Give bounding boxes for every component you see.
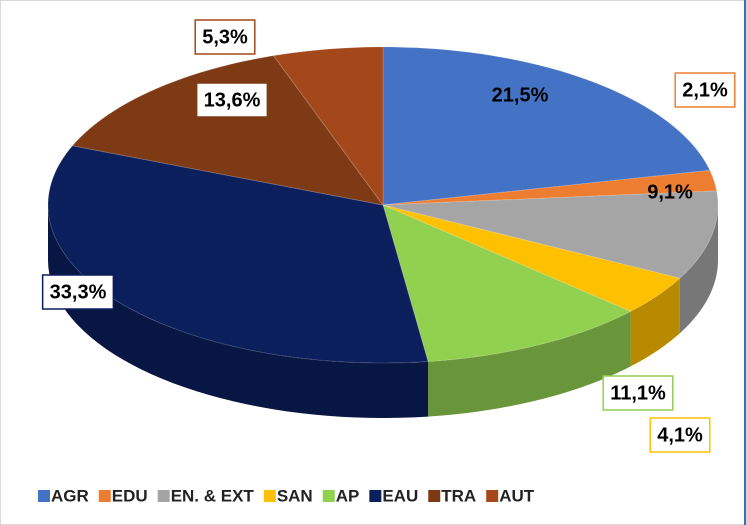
label-box bbox=[195, 82, 269, 118]
slice bbox=[47, 145, 429, 364]
slice-side bbox=[428, 311, 631, 417]
slice-side bbox=[48, 205, 429, 418]
data-label: 9,1% bbox=[647, 181, 693, 203]
data-label-text: 11,1% bbox=[610, 382, 666, 404]
data-label: 5,3% bbox=[194, 19, 256, 55]
legend-label: SAN bbox=[277, 486, 313, 505]
slice bbox=[382, 204, 632, 363]
label-box bbox=[602, 375, 674, 411]
legend-swatch bbox=[322, 490, 335, 502]
data-label: 11,1% bbox=[602, 375, 674, 411]
label-box bbox=[41, 274, 115, 310]
legend-swatch bbox=[263, 490, 276, 502]
data-label-text: 21,5% bbox=[492, 84, 549, 106]
legend-label: AUT bbox=[499, 486, 535, 505]
data-label-text: 33,3% bbox=[50, 281, 107, 303]
slice-side bbox=[630, 278, 680, 367]
legend-swatch bbox=[369, 490, 382, 502]
legend-label: EDU bbox=[112, 486, 148, 505]
data-label-text: 4,1% bbox=[657, 424, 703, 446]
legend-swatch bbox=[157, 490, 170, 502]
pie-sides bbox=[48, 205, 718, 418]
legend-label: EAU bbox=[382, 486, 418, 505]
legend-label: AP bbox=[336, 486, 360, 505]
slice bbox=[382, 169, 718, 206]
slice bbox=[272, 46, 384, 207]
label-box bbox=[194, 19, 256, 55]
data-label: 2,1% bbox=[674, 72, 736, 108]
data-label-text: 13,6% bbox=[204, 89, 261, 111]
data-label-text: 2,1% bbox=[682, 79, 728, 101]
label-box bbox=[649, 417, 711, 453]
data-label-text: 5,3% bbox=[202, 26, 248, 48]
legend-swatch bbox=[98, 490, 111, 502]
data-label: 21,5% bbox=[492, 84, 549, 106]
slice bbox=[382, 46, 711, 206]
data-label: 4,1% bbox=[649, 417, 711, 453]
legend-swatch bbox=[38, 490, 50, 502]
legend-label: EN. & EXT bbox=[171, 486, 255, 505]
pie-tops bbox=[47, 46, 719, 364]
label-box bbox=[674, 72, 736, 108]
legend-label: AGR bbox=[51, 486, 89, 505]
slice bbox=[382, 204, 681, 312]
legend-swatch bbox=[428, 490, 441, 502]
legend-swatch bbox=[486, 490, 499, 502]
slice bbox=[71, 55, 385, 206]
data-label: 33,3% bbox=[41, 274, 115, 310]
legend-label: TRA bbox=[441, 486, 476, 505]
slice-side bbox=[679, 205, 718, 334]
data-label: 13,6% bbox=[195, 82, 269, 118]
data-label-text: 9,1% bbox=[647, 181, 693, 203]
slice bbox=[382, 190, 719, 279]
